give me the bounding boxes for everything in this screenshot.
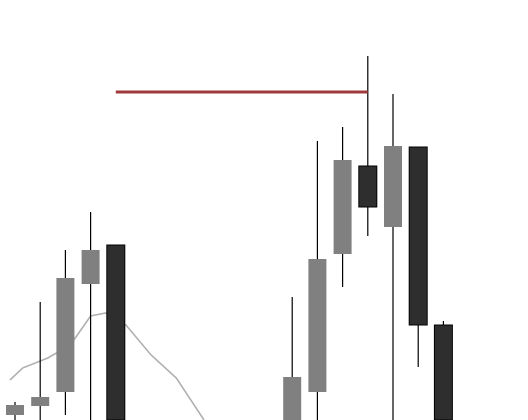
candle-body-up: [283, 377, 302, 420]
candle: [6, 402, 24, 420]
candle: [106, 244, 126, 420]
candle-body-up: [81, 250, 100, 284]
candle-body-up: [31, 397, 50, 406]
candle-body-up: [308, 259, 327, 392]
candle-body-down: [106, 244, 126, 420]
candle: [384, 94, 402, 420]
candle: [81, 212, 100, 420]
candle: [56, 250, 75, 415]
candle-body-down: [358, 165, 378, 208]
candle-body-up: [56, 278, 75, 392]
candle-body-up: [384, 146, 402, 227]
candle-body-down: [433, 324, 453, 420]
candle: [358, 56, 378, 236]
candle-body-up: [333, 160, 352, 254]
candle: [333, 127, 352, 287]
candle-body-down: [408, 146, 428, 326]
candle-body-up: [6, 405, 24, 415]
candle: [408, 146, 428, 367]
candle: [31, 302, 50, 420]
candle: [433, 321, 453, 420]
candle: [308, 141, 327, 420]
moving-average-line: [9, 312, 205, 420]
candle: [283, 297, 302, 420]
